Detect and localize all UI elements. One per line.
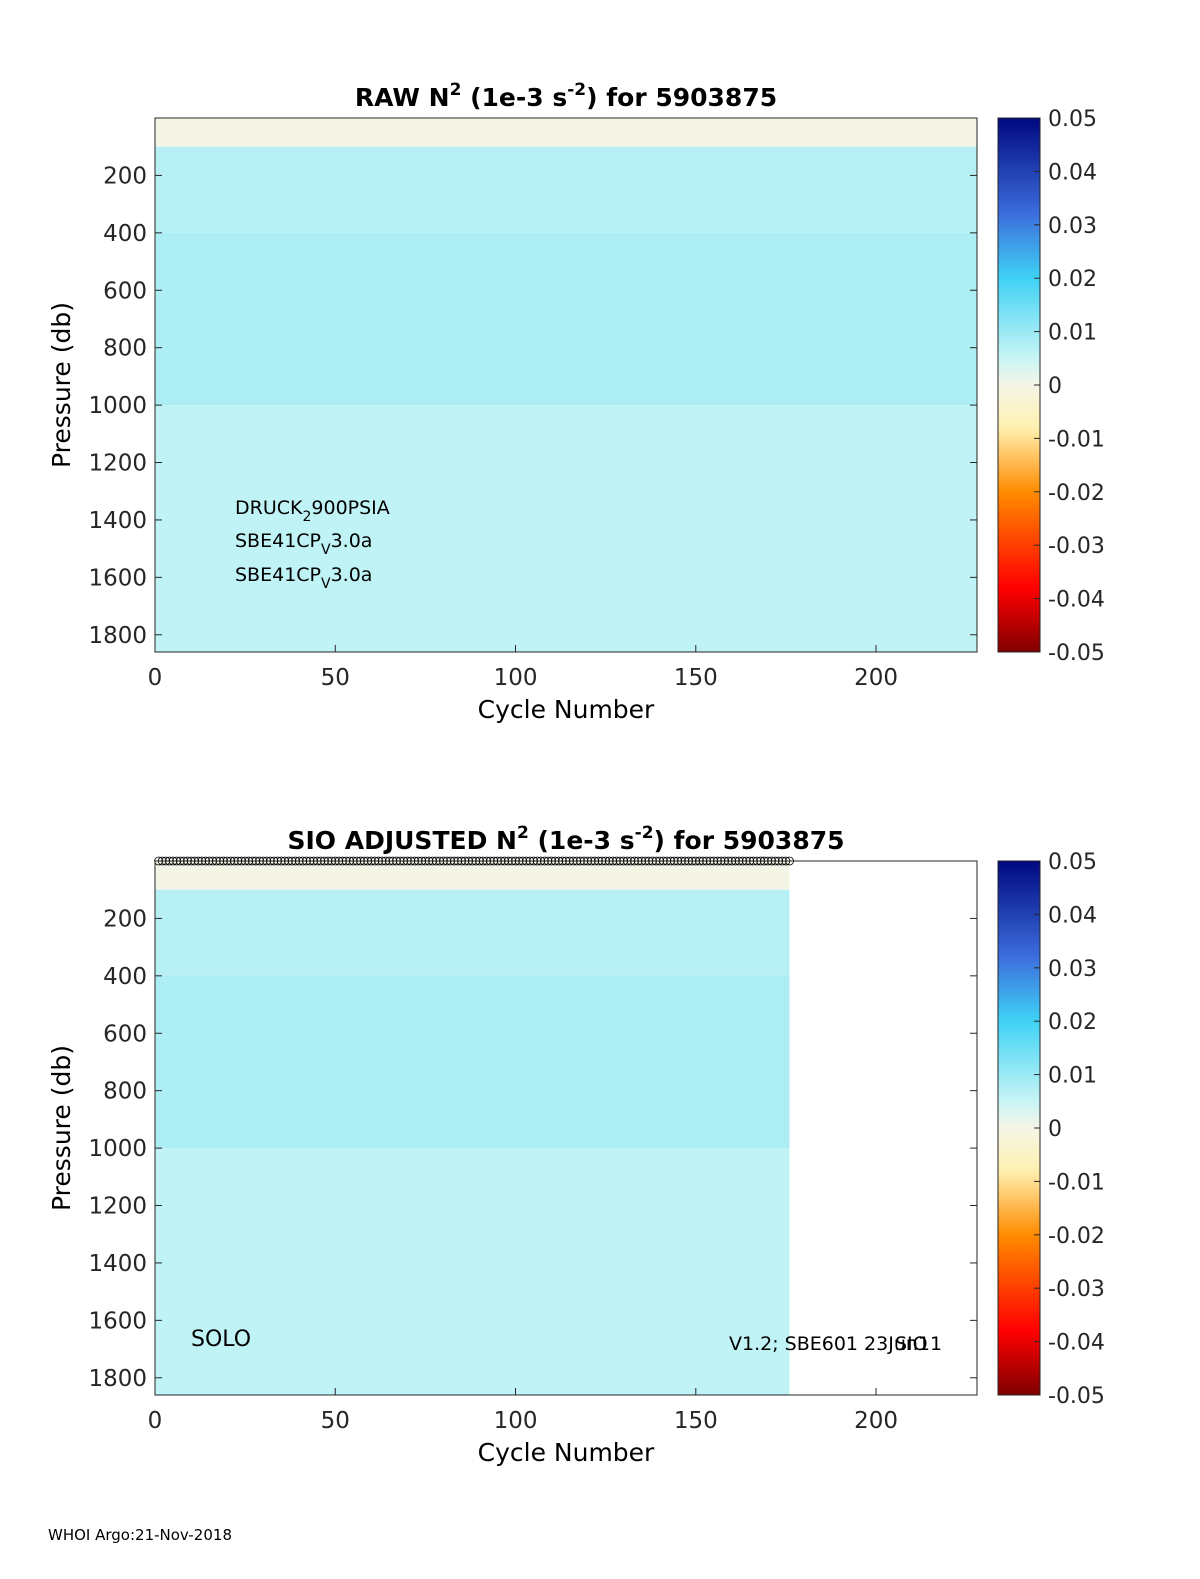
platform-label: SOLO: [191, 1327, 251, 1352]
colorbar-tick-label: -0.01: [1048, 427, 1105, 452]
x-tick-label: 100: [494, 665, 538, 691]
heatmap-band: [155, 975, 790, 1149]
colorbar-ticks: 0.05 0.04 0.03 0.02 0.01 0 -0.01 -0.02 -0.03 -0.0…: [1034, 107, 1105, 666]
colorbar-tick-label: -0.03: [1048, 534, 1105, 559]
y-tick-label: 400: [103, 221, 147, 247]
y-tick-label: 1200: [88, 451, 147, 477]
colorbar-tick-label: 0: [1048, 1117, 1062, 1142]
heatmap-band: [155, 861, 790, 890]
colorbar-scale: [997, 117, 1041, 653]
y-tick-label: 800: [103, 1079, 147, 1105]
chart-raw: RAW N2 (1e-3 s-2) for 5903875 0 50 100 150 2…: [47, 80, 1105, 724]
sensor-label-3: SBE41CPV3.0a: [235, 564, 372, 592]
colorbar-tick-label: -0.04: [1048, 588, 1105, 613]
firmware-overlap-label: SIO: [895, 1333, 928, 1355]
x-ticks: 0 50 100 150 200: [148, 645, 898, 691]
chart-title: RAW N2 (1e-3 s-2) for 5903875: [355, 80, 777, 112]
colorbar-tick-label: -0.03: [1048, 1277, 1105, 1302]
colorbar-tick-label: 0.01: [1048, 1064, 1097, 1089]
x-tick-label: 0: [148, 665, 163, 691]
chart-adjusted: SIO ADJUSTED N2 (1e-3 s-2) for 5903875 0…: [47, 823, 1105, 1467]
colorbar-tick-label: -0.02: [1048, 1224, 1105, 1249]
colorbar-tick-label: 0.02: [1048, 267, 1097, 292]
x-axis-label: Cycle Number: [478, 695, 655, 724]
colorbar-tick-label: 0.03: [1048, 214, 1097, 239]
x-tick-label: 200: [854, 1408, 898, 1434]
x-tick-label: 150: [674, 665, 718, 691]
x-tick-label: 50: [321, 1408, 350, 1434]
y-tick-label: 600: [103, 278, 147, 304]
colorbar-scale: [997, 860, 1041, 1396]
colorbar-tick-label: 0.03: [1048, 957, 1097, 982]
heatmap-band: [155, 1148, 790, 1395]
y-tick-label: 800: [103, 336, 147, 362]
heatmap-cells: [155, 118, 977, 652]
firmware-label: V1.2; SBE601 23Jun11: [729, 1333, 942, 1355]
y-axis-label: Pressure (db): [47, 1045, 76, 1211]
colorbar-tick-label: -0.02: [1048, 481, 1105, 506]
x-axis-label: Cycle Number: [478, 1438, 655, 1467]
colorbar: 0.05 0.04 0.03 0.02 0.01 0 -0.01 -0.02 -0.03 -0.0…: [997, 850, 1105, 1409]
colorbar-tick-label: 0.05: [1048, 107, 1097, 132]
y-ticks: 200 400 600 800 1000 1200 1400 1600 1800: [88, 163, 977, 649]
y-tick-label: 200: [103, 906, 147, 932]
footer-credit: WHOI Argo:21-Nov-2018: [48, 1526, 232, 1544]
y-tick-label: 600: [103, 1021, 147, 1047]
colorbar-tick-label: -0.04: [1048, 1331, 1105, 1356]
sensor-label-1: DRUCK2900PSIA: [235, 497, 390, 525]
colorbar-tick-label: -0.01: [1048, 1170, 1105, 1195]
heatmap-band: [155, 146, 977, 233]
y-tick-label: 1600: [88, 565, 147, 591]
sensor-labels: DRUCK2900PSIA SBE41CPV3.0a SBE41CPV3.0a: [235, 497, 390, 592]
plot-frame: [154, 860, 978, 1396]
x-ticks: 0 50 100 150 200: [148, 1388, 898, 1434]
chart-title: SIO ADJUSTED N2 (1e-3 s-2) for 5903875: [287, 823, 844, 855]
heatmap-cells: [155, 861, 790, 1395]
y-tick-label: 1000: [88, 393, 147, 419]
y-tick-label: 1000: [88, 1136, 147, 1162]
x-tick-label: 0: [148, 1408, 163, 1434]
y-tick-label: 1800: [88, 623, 147, 649]
heatmap-band: [155, 405, 977, 652]
x-tick-label: 50: [321, 665, 350, 691]
y-tick-label: 1400: [88, 1251, 147, 1277]
y-tick-label: 1400: [88, 508, 147, 534]
colorbar-tick-label: -0.05: [1048, 1384, 1105, 1409]
colorbar-tick-label: -0.05: [1048, 641, 1105, 666]
sensor-label-2: SBE41CPV3.0a: [235, 530, 372, 558]
colorbar-tick-label: 0.05: [1048, 850, 1097, 875]
colorbar: 0.05 0.04 0.03 0.02 0.01 0 -0.01 -0.02 -0.03 -0.0…: [997, 107, 1105, 666]
y-ticks: 200 400 600 800 1000 1200 1400 1600 1800: [88, 906, 977, 1392]
y-tick-label: 1800: [88, 1366, 147, 1392]
colorbar-ticks: 0.05 0.04 0.03 0.02 0.01 0 -0.01 -0.02 -0.03 -0.0…: [1034, 850, 1105, 1409]
y-tick-label: 1600: [88, 1308, 147, 1334]
plot-frame: [154, 117, 978, 653]
y-tick-label: 400: [103, 964, 147, 990]
x-tick-label: 100: [494, 1408, 538, 1434]
heatmap-band: [155, 232, 977, 406]
x-tick-label: 200: [854, 665, 898, 691]
colorbar-tick-label: 0.01: [1048, 321, 1097, 346]
y-axis-label: Pressure (db): [47, 302, 76, 468]
colorbar-tick-label: 0.02: [1048, 1010, 1097, 1035]
colorbar-tick-label: 0.04: [1048, 160, 1097, 185]
y-tick-label: 1200: [88, 1194, 147, 1220]
heatmap-band: [155, 118, 977, 147]
heatmap-band: [155, 889, 790, 976]
y-tick-label: 200: [103, 163, 147, 189]
colorbar-tick-label: 0.04: [1048, 903, 1097, 928]
x-tick-label: 150: [674, 1408, 718, 1434]
colorbar-tick-label: 0: [1048, 374, 1062, 399]
